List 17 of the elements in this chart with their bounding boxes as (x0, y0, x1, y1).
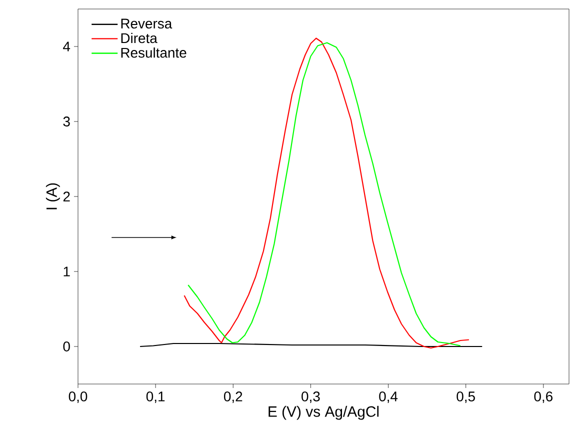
legend-label: Resultante (121, 47, 186, 58)
legend-label: Reversa (121, 18, 172, 29)
y-axis-title: I (A) (46, 183, 60, 210)
y-tick-label: 0 (63, 342, 70, 352)
y-tick-label: 2 (63, 192, 70, 202)
y-tick-label: 1 (64, 266, 70, 276)
x-axis-title: E (V) vs Ag/AgCl (268, 406, 379, 420)
x-tick-label: 0,4 (379, 392, 398, 404)
x-tick-label: 0,2 (224, 392, 242, 404)
x-tick-label: 0,6 (534, 392, 552, 404)
x-tick-label: 0,5 (456, 392, 475, 404)
y-tick-label: 4 (63, 42, 70, 52)
y-tick-label: 3 (63, 116, 70, 126)
x-tick-label: 0,3 (302, 392, 320, 404)
x-tick-label: 0,0 (68, 392, 88, 404)
x-tick-label: 0,1 (146, 392, 165, 404)
legend-label: Direta (121, 32, 158, 44)
